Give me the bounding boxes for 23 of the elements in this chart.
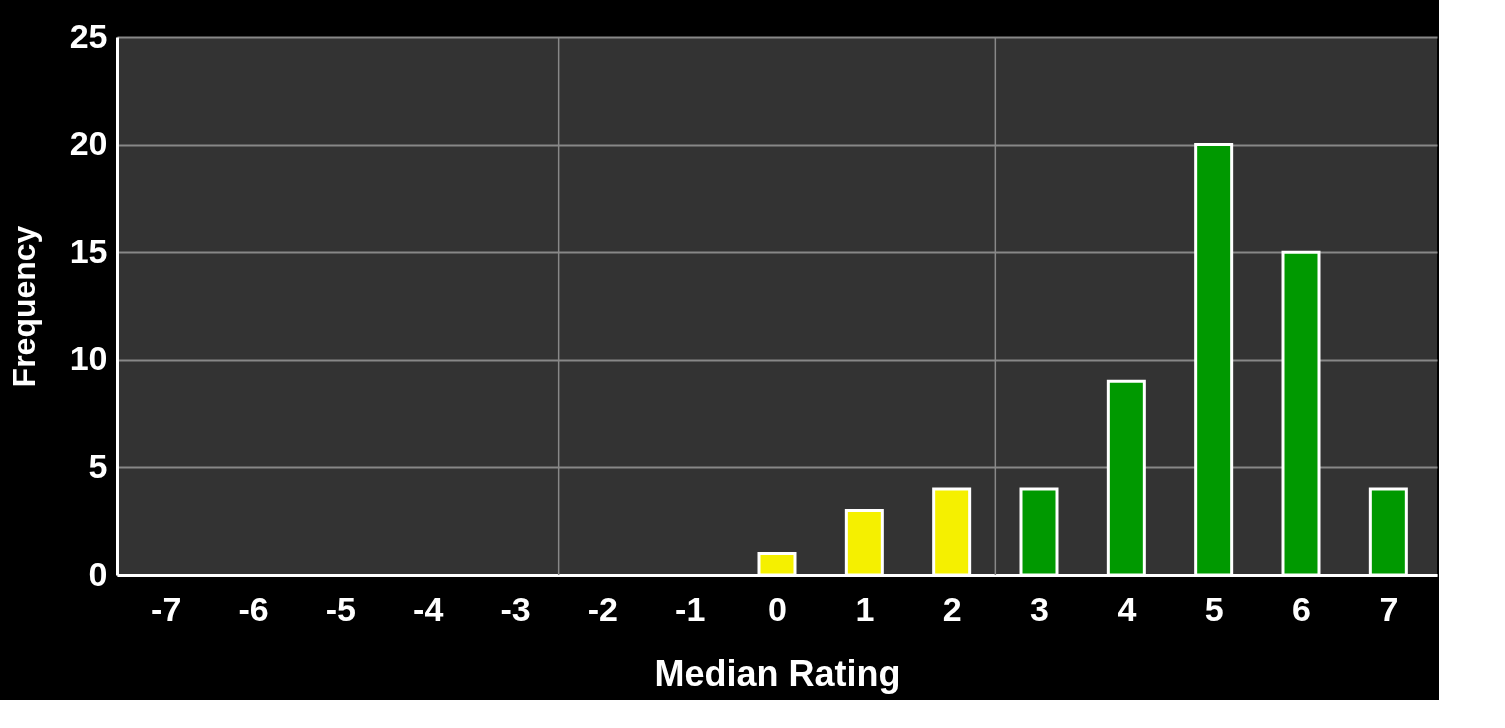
x-tick-label: -7 [151, 589, 182, 628]
y-tick-label: 0 [88, 554, 108, 593]
y-tick-label: 5 [88, 446, 108, 485]
x-tick-label: -2 [587, 589, 618, 628]
x-tick-label: -1 [675, 589, 706, 628]
x-tick-label: 4 [1117, 589, 1137, 628]
x-tick-label: -6 [238, 589, 269, 628]
x-tick-label: -4 [413, 589, 444, 628]
x-tick-label: 0 [768, 589, 787, 628]
x-tick-label: 7 [1379, 589, 1399, 628]
x-axis-title: Median Rating [654, 652, 901, 694]
y-tick-label: 25 [69, 16, 108, 55]
x-tick-label: -3 [500, 589, 531, 628]
x-tick-label: 6 [1292, 589, 1311, 628]
y-tick-label: 20 [69, 124, 108, 163]
x-tick-label: 5 [1204, 589, 1224, 628]
x-tick-label: -5 [325, 589, 356, 628]
y-tick-label: 10 [69, 339, 108, 378]
x-tick-label: 3 [1030, 589, 1049, 628]
x-tick-label: 1 [855, 589, 875, 628]
x-tick-label: 2 [942, 589, 962, 628]
y-axis-title: Frequency [5, 225, 42, 388]
y-tick-label: 15 [69, 231, 108, 270]
